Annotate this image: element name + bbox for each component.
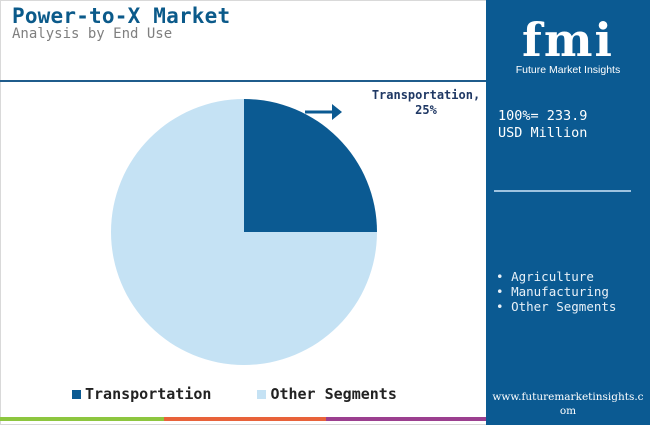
list-item: Agriculture <box>496 269 616 284</box>
legend-swatch-transportation <box>72 389 81 399</box>
chart-legend: Transportation Other Segments <box>72 385 443 403</box>
slice-callout-label: Transportation, 25% <box>371 88 481 117</box>
website-link[interactable]: www.futuremarketinsights.com <box>492 391 644 417</box>
logo-subtext: Future Market Insights <box>515 64 621 76</box>
pie-slice-other-segments <box>111 99 377 365</box>
market-total: 100%= 233.9 USD Million <box>498 108 587 142</box>
page-title: Power-to-X Market <box>12 4 231 28</box>
page-subtitle: Analysis by End Use <box>12 26 173 42</box>
legend-item-other-segments: Other Segments <box>257 385 397 403</box>
footer-bar-purple <box>326 417 486 421</box>
legend-label-transportation: Transportation <box>85 385 212 403</box>
callout-arrow <box>305 104 342 120</box>
legend-swatch-other-segments <box>257 389 267 399</box>
pie-slices <box>111 99 377 365</box>
title-divider <box>0 80 486 82</box>
list-item: Other Segments <box>496 299 616 314</box>
market-total-value: 100%= 233.9 <box>498 108 588 124</box>
logo-wordmark: fmi <box>522 13 614 67</box>
other-segments-list: Agriculture Manufacturing Other Segments <box>496 269 616 314</box>
list-item: Manufacturing <box>496 284 616 299</box>
panel-divider <box>494 190 631 192</box>
pie-slice-transportation <box>244 99 377 232</box>
legend-item-transportation: Transportation <box>72 385 211 403</box>
pie-chart <box>111 99 377 365</box>
footer-bar-green <box>0 417 164 421</box>
footer-color-bar <box>0 417 486 421</box>
fmi-logo: fmi Future Market Insights <box>506 10 630 80</box>
market-total-unit: USD Million <box>498 125 588 141</box>
legend-label-other-segments: Other Segments <box>270 385 397 403</box>
side-panel: fmi Future Market Insights 100%= 233.9 U… <box>486 0 650 425</box>
footer-bar-orange <box>164 417 326 421</box>
